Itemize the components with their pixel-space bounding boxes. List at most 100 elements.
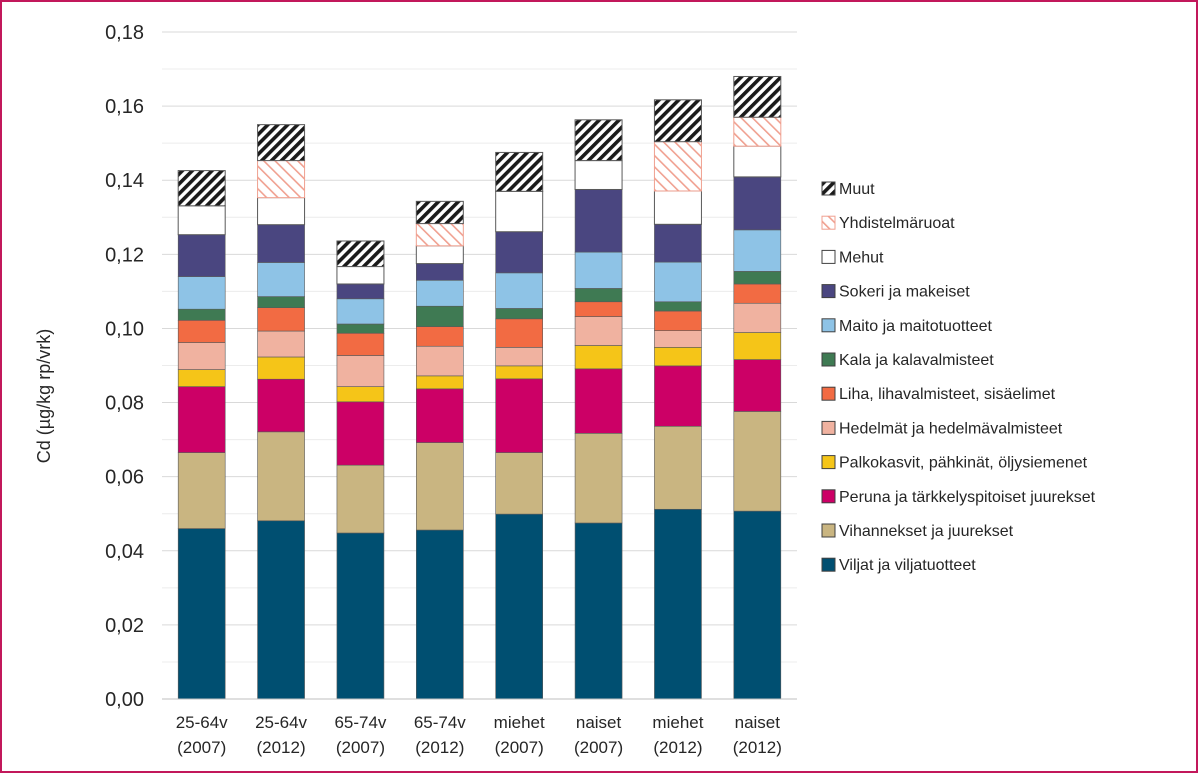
bar-segment xyxy=(574,433,623,524)
bar-segment xyxy=(336,332,385,356)
y-tick-label: 0,16 xyxy=(105,96,144,118)
bar-segment xyxy=(574,119,623,162)
bar-segment xyxy=(654,365,702,427)
bar-segment xyxy=(257,262,305,297)
x-tick-label: 65-74v xyxy=(414,713,466,732)
bar-segment xyxy=(415,245,464,265)
bar-segment xyxy=(257,431,305,522)
x-tick-label: 25-64v xyxy=(255,713,307,732)
bar-segment xyxy=(495,231,543,274)
bar-segment xyxy=(654,330,702,348)
bar-stack xyxy=(257,124,306,700)
bar-segment xyxy=(257,160,306,199)
legend-item: Hedelmät ja hedelmävalmisteet xyxy=(821,420,1063,437)
legend-swatch xyxy=(821,420,836,435)
x-tick-label: 65-74v xyxy=(334,713,386,732)
y-tick-label: 0,08 xyxy=(105,393,144,415)
x-tick-label: (2012) xyxy=(653,738,702,757)
bar-segment xyxy=(653,141,702,192)
y-tick-label: 0,10 xyxy=(105,318,144,340)
bar-segment xyxy=(733,510,782,700)
bar-segment xyxy=(654,347,702,367)
bar-segment xyxy=(257,124,306,162)
bar-segment xyxy=(495,347,543,367)
bar-segment xyxy=(653,99,702,143)
bar-segment xyxy=(654,310,702,331)
bar-segment xyxy=(574,189,623,253)
bar-stack xyxy=(177,170,226,700)
bar-segment xyxy=(574,251,623,289)
bar-stack xyxy=(653,99,702,700)
bar-segment xyxy=(416,263,464,281)
x-tick-label: miehet xyxy=(494,713,545,732)
bar-segment xyxy=(177,276,226,310)
bar-segment xyxy=(733,145,782,178)
legend-swatch xyxy=(821,284,836,299)
bar-segment xyxy=(733,116,782,147)
legend-item: Kala ja kalavalmisteet xyxy=(821,352,994,369)
legend-label: Viljat ja viljatuotteet xyxy=(839,557,976,574)
legend-label: Palkokasvit, pähkinät, öljysiemenet xyxy=(839,455,1088,472)
bar-stack xyxy=(495,151,544,700)
bar-stack xyxy=(574,119,623,700)
bar-segment xyxy=(574,345,623,370)
bar-segment xyxy=(177,170,226,207)
bar-segment xyxy=(654,301,702,312)
x-tick-label: 25-64v xyxy=(176,713,228,732)
bar-segment xyxy=(495,151,544,192)
bar-segment xyxy=(416,279,464,307)
x-tick-label: naiset xyxy=(735,713,781,732)
bar-segment xyxy=(336,283,385,300)
bar-segment xyxy=(336,240,385,268)
legend-swatch xyxy=(821,386,836,401)
y-axis-title: Cd (µg/kg rp/vrk) xyxy=(34,329,54,463)
bar-segment xyxy=(495,378,543,453)
bar-segment xyxy=(654,425,702,510)
bar-segment xyxy=(495,190,544,233)
bar-segment xyxy=(733,176,782,231)
bar-segment xyxy=(416,375,464,390)
bar-segment xyxy=(574,301,623,317)
legend-label: Kala ja kalavalmisteet xyxy=(839,352,994,369)
bar-segment xyxy=(733,271,782,285)
x-tick-label: (2007) xyxy=(177,738,226,757)
x-tick-label: (2012) xyxy=(415,738,464,757)
legend-item: Vihannekset ja juurekset xyxy=(821,523,1014,540)
bar-stack xyxy=(733,75,782,700)
bar-segment xyxy=(416,529,464,700)
x-tick-label: (2007) xyxy=(495,738,544,757)
y-tick-label: 0,02 xyxy=(105,615,144,637)
bar-segment xyxy=(257,330,305,358)
bar-segment xyxy=(495,318,543,348)
bar-segment xyxy=(177,205,226,236)
y-tick-label: 0,00 xyxy=(105,689,144,711)
legend-item: Liha, lihavalmisteet, sisäelimet xyxy=(821,386,1056,403)
bar-segment xyxy=(336,386,385,403)
bar-segment xyxy=(257,197,306,226)
bar-segment xyxy=(336,532,385,700)
x-tick-label: (2012) xyxy=(733,738,782,757)
y-tick-label: 0,06 xyxy=(105,467,144,489)
bar-segment xyxy=(416,326,464,347)
legend-swatch xyxy=(821,318,836,333)
bar-segment xyxy=(574,522,623,700)
y-tick-label: 0,14 xyxy=(105,170,144,192)
bar-segment xyxy=(257,378,305,433)
y-axis: 0,00 0,02 0,04 0,06 0,08 0,10 0,12 0,14 0,16 0,18 xyxy=(105,22,144,711)
legend-item: Mehut xyxy=(821,249,884,266)
bar-segment xyxy=(336,298,385,325)
legend-swatch xyxy=(821,352,836,367)
bar-segment xyxy=(733,359,782,412)
bar-segment xyxy=(654,224,702,263)
y-tick-label: 0,18 xyxy=(105,22,144,44)
bar-segment xyxy=(257,296,305,308)
legend-swatch xyxy=(821,181,836,196)
bar-segment xyxy=(495,513,543,700)
bar-segment xyxy=(574,316,623,346)
x-axis: 25-64v (2007) 25-64v (2012) 65-74v (2007) 65-7… xyxy=(162,698,797,757)
bar-segment xyxy=(495,272,543,309)
bar-segment xyxy=(336,266,385,285)
bar-segment xyxy=(257,356,305,380)
bar-segment xyxy=(574,288,623,303)
